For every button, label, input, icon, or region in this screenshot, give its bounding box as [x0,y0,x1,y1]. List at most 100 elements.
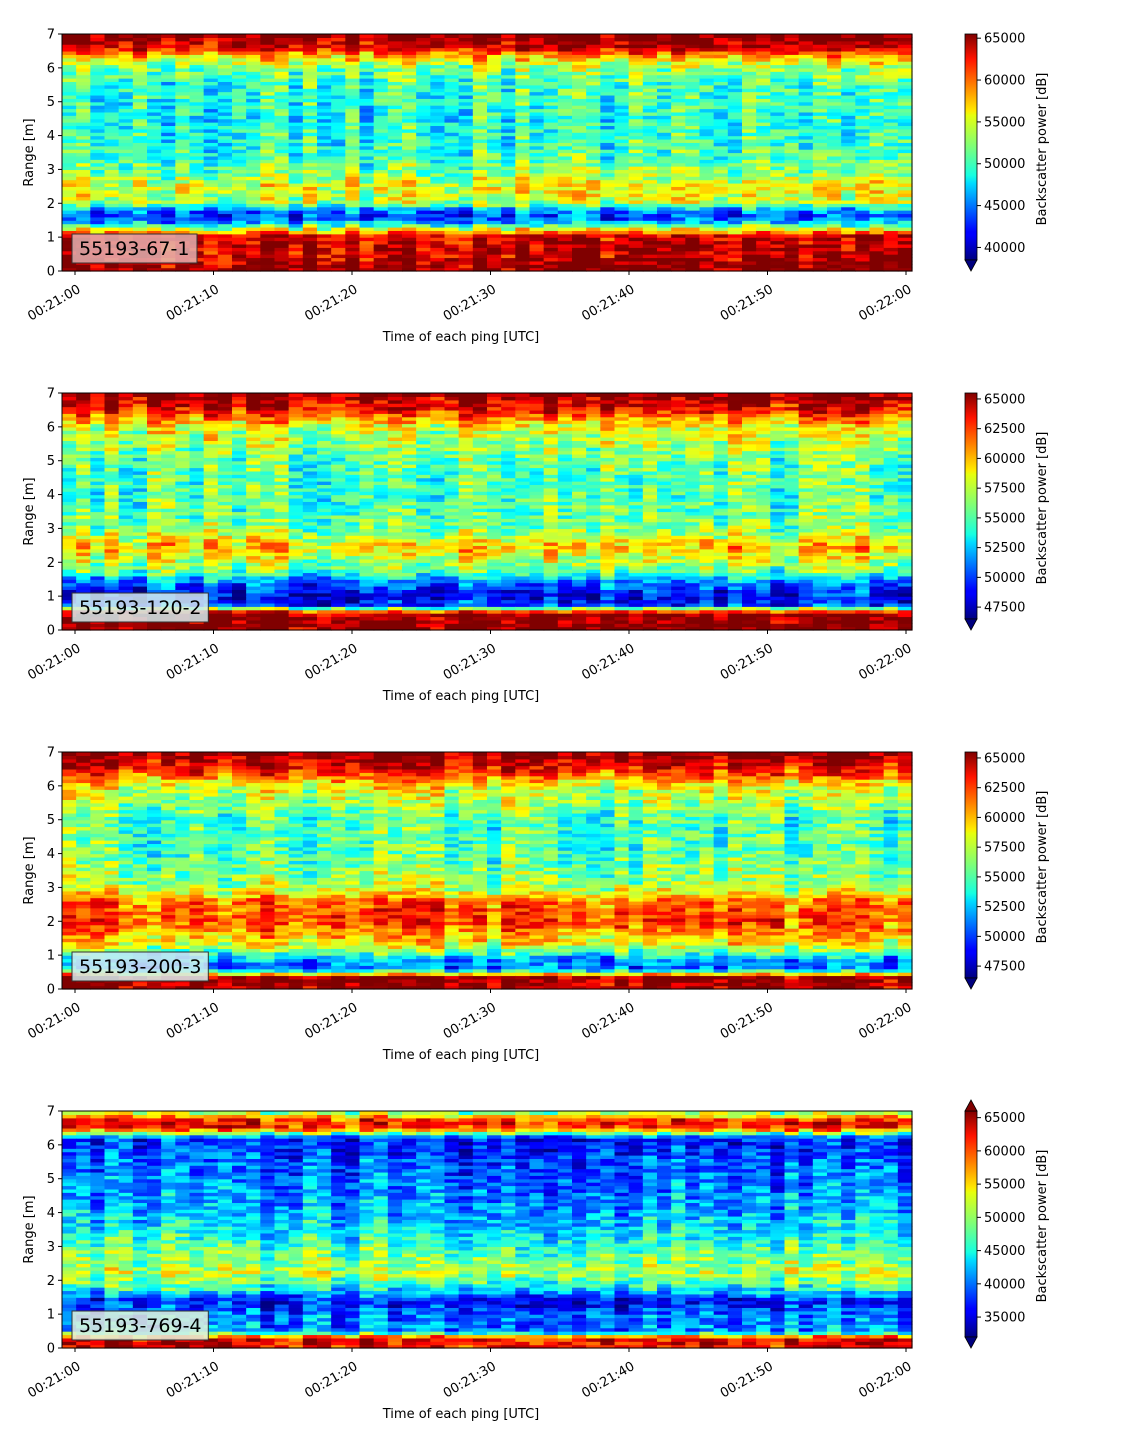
heatmap-cell [203,98,219,103]
heatmap-cell [62,230,77,235]
heatmap-cell [175,88,191,93]
heatmap-cell [161,159,176,164]
heatmap-cell [62,94,77,99]
heatmap-cell [62,393,77,397]
heatmap-cell [76,186,91,191]
x-tick-label: 00:21:50 [718,282,776,324]
heatmap-cell [147,138,162,143]
heatmap-cell [232,47,247,52]
heatmap-cell [430,34,446,38]
heatmap-cell [104,91,120,96]
heatmap-cell [118,152,134,157]
heatmap-cell [118,135,134,140]
heatmap-cell [118,40,134,45]
heatmap-cell [217,135,233,140]
heatmap-cell [161,216,176,221]
heatmap-cell [274,34,290,38]
heatmap-cell [132,196,148,201]
heatmap-cell [501,34,516,38]
heatmap-cell [189,230,205,235]
heatmap-cell [841,34,856,38]
heatmap-cell [203,264,219,269]
heatmap-cell [189,98,205,103]
heatmap-cell [203,50,219,55]
heatmap-cell [76,78,91,82]
heatmap-cell [203,81,219,86]
heatmap-cell [203,34,219,38]
heatmap-cell [118,186,134,191]
heatmap-cell [217,94,233,99]
heatmap-cell [76,172,91,177]
heatmap-cell [104,176,120,181]
heatmap-cell [217,44,233,49]
heatmap-cell [232,98,247,103]
heatmap-cell [118,196,134,201]
heatmap-cell [175,199,191,204]
heatmap-cell [62,162,77,167]
heatmap-cell [161,182,176,187]
heatmap-cell [62,105,77,110]
heatmap-cell [203,91,219,96]
heatmap-cell [132,169,148,174]
heatmap-cell [175,155,191,160]
heatmap-cell [90,216,106,221]
heatmap-cell [175,145,191,150]
heatmap-cell [90,47,106,52]
heatmap-cell [161,74,176,79]
heatmap-cell [217,78,233,82]
heatmap-cell [104,189,120,194]
heatmap-cell [132,71,148,76]
heatmap-cell [189,145,205,150]
heatmap-cell [203,162,219,167]
heatmap-cell [147,182,162,187]
heatmap-cell [132,91,148,96]
y-tick-label: 2 [47,197,55,212]
heatmap-cell [147,81,162,86]
heatmap-cell [104,230,120,235]
heatmap-cell [232,94,247,99]
heatmap-cell [203,47,219,52]
heatmap-cell [90,196,106,201]
heatmap-cell [232,152,247,157]
heatmap-cell [132,57,148,62]
heatmap-cell [217,162,233,167]
heatmap-cell [76,74,91,79]
heatmap-cell [62,44,77,49]
heatmap-cell [76,189,91,194]
heatmap-cell [189,88,205,93]
heatmap-cell [104,267,120,272]
heatmap-cell [90,199,106,204]
heatmap-cell [90,189,106,194]
heatmap-cell [189,189,205,194]
heatmap-cell [217,186,233,191]
heatmap-cell [62,193,77,198]
heatmap-cell [118,169,134,174]
heatmap-cell [76,105,91,110]
y-tick-label: 1 [47,231,55,246]
heatmap-cell [189,50,205,55]
heatmap-cell [189,213,205,218]
colorbar-extend-min [964,259,978,272]
heatmap-cell [118,193,134,198]
heatmap-cell [62,233,77,238]
heatmap-cell [217,88,233,93]
heatmap-cell [132,118,148,123]
heatmap-cell [104,67,120,72]
heatmap-cell [147,155,162,160]
heatmap-cell [132,37,148,42]
heatmap-cell [132,138,148,143]
heatmap-cell [90,125,106,130]
heatmap-cell [189,155,205,160]
heatmap-cell [217,40,233,45]
heatmap-cell [161,142,176,147]
heatmap-cell [104,182,120,187]
heatmap-cell [62,250,77,255]
heatmap-cell [232,54,247,59]
heatmap-cell [147,71,162,76]
heatmap-cell [161,166,176,171]
heatmap-cell [161,128,176,133]
heatmap-cell [76,152,91,157]
heatmap-cell [161,50,176,55]
x-tick-label: 00:21:10 [164,282,222,324]
heatmap-cell [104,57,120,62]
